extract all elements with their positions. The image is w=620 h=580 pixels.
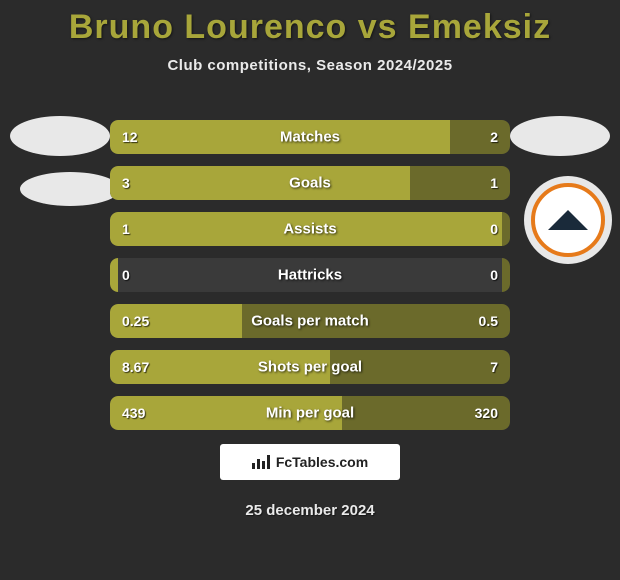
stat-label: Assists [283, 221, 336, 238]
left-team-badge-2 [20, 172, 120, 206]
right-team-badge-2 [524, 176, 612, 264]
stat-label: Hattricks [278, 267, 342, 284]
stat-value-right: 0.5 [479, 313, 498, 329]
fctables-logo[interactable]: FcTables.com [220, 444, 400, 480]
stat-row: 3 1 Goals [110, 166, 510, 200]
stat-label: Shots per goal [258, 359, 362, 376]
stat-value-left: 439 [122, 405, 145, 421]
stat-label: Goals [289, 175, 331, 192]
stat-bar-left [110, 258, 118, 292]
stat-row: 12 2 Matches [110, 120, 510, 154]
stats-bars-container: 12 2 Matches 3 1 Goals 1 0 Assists 0 0 Hattricks 0.2… [110, 120, 510, 442]
stat-bar-right [502, 212, 510, 246]
stat-value-left: 0 [122, 267, 130, 283]
stat-value-right: 320 [475, 405, 498, 421]
comparison-title: Bruno Lourenco vs Emeksiz [0, 0, 620, 47]
left-team-badge-1 [10, 116, 110, 156]
fctables-logo-text: FcTables.com [276, 454, 368, 470]
stat-value-right: 7 [490, 359, 498, 375]
stat-row: 8.67 7 Shots per goal [110, 350, 510, 384]
stat-row: 1 0 Assists [110, 212, 510, 246]
adanaspor-crest-icon [531, 183, 605, 257]
stat-value-left: 3 [122, 175, 130, 191]
stat-value-left: 12 [122, 129, 138, 145]
stat-value-left: 8.67 [122, 359, 149, 375]
stat-bar-left [110, 166, 410, 200]
stat-row: 439 320 Min per goal [110, 396, 510, 430]
right-team-badge-1 [510, 116, 610, 156]
stat-row: 0.25 0.5 Goals per match [110, 304, 510, 338]
stat-value-right: 1 [490, 175, 498, 191]
stat-row: 0 0 Hattricks [110, 258, 510, 292]
stat-label: Min per goal [266, 405, 354, 422]
stat-bar-right [450, 120, 510, 154]
stat-label: Matches [280, 129, 340, 146]
stat-bar-right [502, 258, 510, 292]
bar-chart-icon [252, 455, 270, 469]
stat-value-left: 0.25 [122, 313, 149, 329]
stat-value-left: 1 [122, 221, 130, 237]
stat-label: Goals per match [251, 313, 369, 330]
stat-value-right: 0 [490, 267, 498, 283]
comparison-subtitle: Club competitions, Season 2024/2025 [0, 57, 620, 74]
stat-value-right: 2 [490, 129, 498, 145]
stat-value-right: 0 [490, 221, 498, 237]
comparison-date: 25 december 2024 [245, 502, 374, 519]
